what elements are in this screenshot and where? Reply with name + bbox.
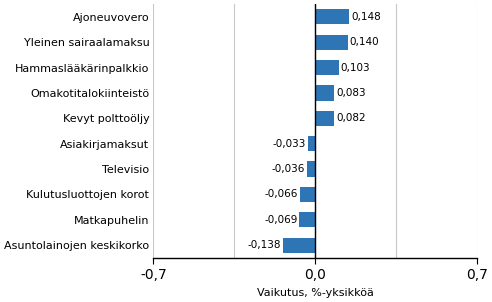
Bar (315, 60, 339, 75)
Bar (300, 187, 315, 202)
Bar (315, 85, 335, 101)
Text: -0,033: -0,033 (273, 139, 306, 149)
Bar (308, 136, 315, 151)
Text: 0,140: 0,140 (349, 37, 379, 47)
Text: 0,148: 0,148 (351, 12, 381, 22)
Bar (315, 9, 349, 24)
Bar (299, 212, 315, 227)
Bar (315, 111, 334, 126)
Bar (283, 238, 315, 253)
X-axis label: Vaikutus, %-yksikköä: Vaikutus, %-yksikköä (257, 288, 373, 298)
Text: -0,138: -0,138 (248, 240, 281, 250)
Text: -0,036: -0,036 (272, 164, 305, 174)
Text: 0,082: 0,082 (336, 113, 366, 123)
Bar (315, 35, 347, 50)
Bar (307, 162, 315, 177)
Text: 0,083: 0,083 (336, 88, 366, 98)
Text: -0,069: -0,069 (264, 215, 297, 225)
Text: -0,066: -0,066 (265, 189, 298, 199)
Text: 0,103: 0,103 (341, 63, 370, 72)
